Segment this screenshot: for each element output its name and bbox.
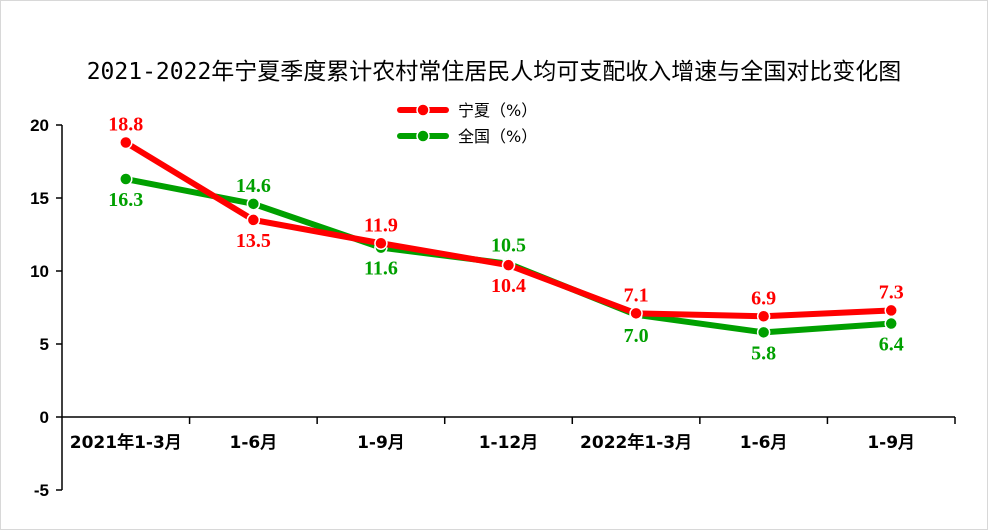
data-label: 10.5 [491,235,526,257]
data-label: 7.1 [624,284,649,306]
data-label: 11.6 [364,258,398,280]
data-label: 11.9 [364,214,398,236]
data-label: 18.8 [108,114,143,136]
data-label: 6.4 [879,334,904,356]
data-label: 14.6 [236,175,271,197]
data-point [756,309,771,324]
data-point [501,258,516,272]
y-tick-label: -5 [34,481,49,500]
data-point [246,197,261,211]
y-tick-label: 15 [30,189,49,208]
data-label: 10.4 [491,275,526,297]
legend: 宁夏（%） 全国（%） [397,101,537,146]
x-tick-label: 1-6月 [740,433,788,453]
data-label: 13.5 [236,230,271,252]
data-point [119,172,133,186]
data-label: 7.0 [624,325,649,347]
legend-swatch-marker [416,103,430,117]
data-label: 5.8 [751,342,776,364]
data-point [884,303,898,318]
y-tick-label: 0 [40,408,49,427]
data-point [374,236,388,251]
axes: -5 0 5 10 15 20 2021年1-3月 1-6月 1-9月 1-12月 2022年1-3… [30,116,956,500]
data-label: 7.3 [879,281,904,303]
legend-label: 全国（%） [458,127,537,146]
data-labels: 18.8 13.5 11.9 10.4 7.1 6.9 7.3 16.3 14.6 11.6 10.… [108,114,903,365]
y-tick-label: 5 [40,335,49,354]
x-tick-label: 1-6月 [229,433,277,453]
data-point [246,213,261,227]
y-tick-label: 20 [30,116,49,135]
data-point [884,316,898,331]
legend-label: 宁夏（%） [458,101,537,120]
data-label: 6.9 [751,287,776,309]
data-point [756,325,771,340]
x-tick-label: 1-9月 [867,433,915,453]
data-point [629,306,643,321]
data-label: 16.3 [108,189,143,211]
x-tick-label: 2022年1-3月 [580,432,692,453]
y-tick-label: 10 [30,262,49,281]
data-point [119,135,133,150]
legend-swatch-marker [416,129,430,143]
series-lines [119,135,898,340]
x-tick-label: 2021年1-3月 [70,432,182,453]
chart-title: 2021-2022年宁夏季度累计农村常住居民人均可支配收入增速与全国对比变化图 [86,59,902,85]
x-tick-label: 1-12月 [479,433,539,453]
x-tick-label: 1-9月 [357,433,405,453]
